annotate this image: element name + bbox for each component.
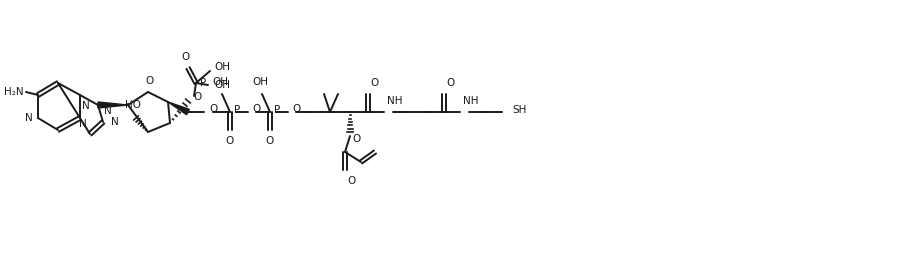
Polygon shape xyxy=(98,102,128,108)
Text: SH: SH xyxy=(512,105,526,115)
Text: O: O xyxy=(146,76,154,86)
Text: O: O xyxy=(226,136,234,146)
Text: N: N xyxy=(104,106,112,116)
Text: HO: HO xyxy=(125,100,141,110)
Text: O: O xyxy=(352,134,360,144)
Text: O: O xyxy=(252,104,260,114)
Text: O: O xyxy=(193,92,202,102)
Text: NH: NH xyxy=(387,96,402,106)
Text: O: O xyxy=(347,176,356,186)
Text: H₂N: H₂N xyxy=(4,87,24,97)
Text: N: N xyxy=(79,119,87,129)
Text: NH: NH xyxy=(463,96,479,106)
Text: N: N xyxy=(111,117,119,127)
Text: N: N xyxy=(25,113,33,123)
Text: OH: OH xyxy=(212,77,228,87)
Text: P: P xyxy=(200,78,206,88)
Text: O: O xyxy=(446,78,454,88)
Polygon shape xyxy=(168,102,189,115)
Text: P: P xyxy=(234,105,240,115)
Text: P: P xyxy=(274,105,280,115)
Text: OH: OH xyxy=(252,77,268,87)
Text: O: O xyxy=(370,78,378,88)
Text: O: O xyxy=(292,104,301,114)
Text: N: N xyxy=(82,101,90,111)
Text: OH: OH xyxy=(214,80,230,90)
Text: O: O xyxy=(182,52,190,62)
Text: OH: OH xyxy=(214,62,230,72)
Text: O: O xyxy=(209,104,217,114)
Text: O: O xyxy=(266,136,274,146)
